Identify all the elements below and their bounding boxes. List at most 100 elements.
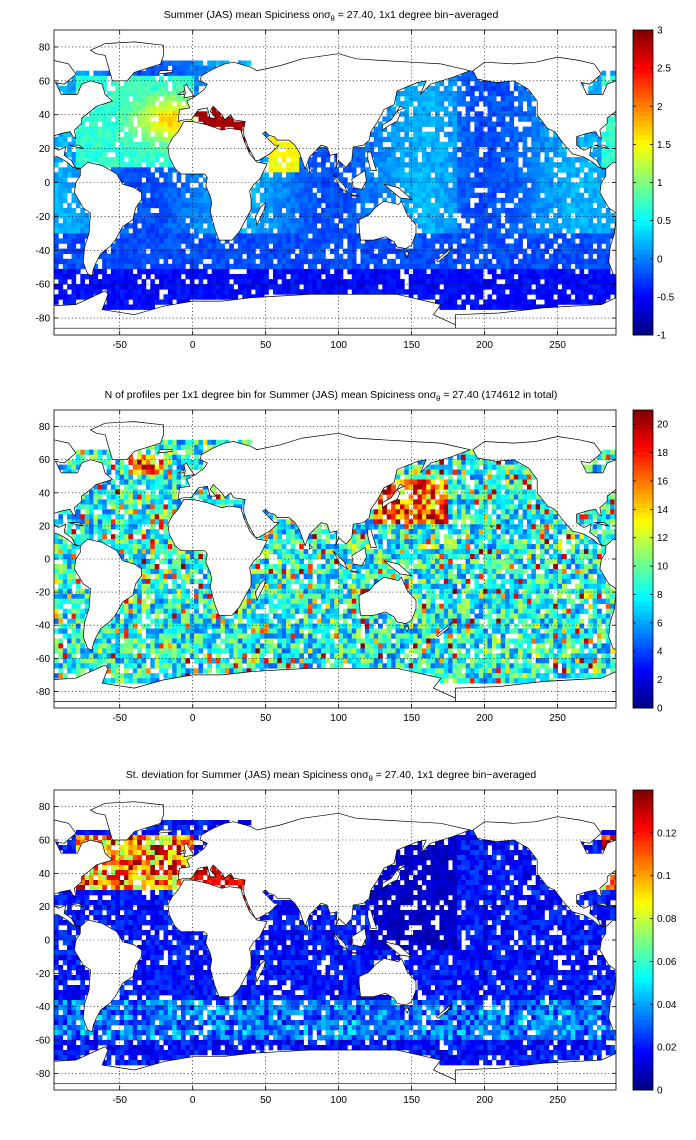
data-cell [408, 284, 414, 290]
data-cell [329, 223, 335, 229]
data-cell [426, 514, 431, 520]
data-cell [448, 499, 453, 505]
data-cell [400, 248, 405, 254]
data-cell [316, 182, 322, 188]
data-cell [605, 509, 611, 515]
data-cell [351, 218, 357, 224]
data-cell [448, 75, 453, 82]
data-cell [264, 177, 269, 183]
data-cell [102, 304, 107, 310]
data-cell [601, 284, 607, 290]
data-cell [299, 172, 304, 178]
data-cell [224, 258, 230, 265]
data-cell [75, 238, 81, 244]
data-cell [150, 162, 155, 168]
data-cell [154, 218, 160, 224]
data-cell [194, 294, 199, 300]
data-cell [496, 514, 501, 520]
data-cell [496, 294, 501, 300]
data-cell [185, 65, 191, 71]
data-cell [500, 141, 506, 148]
data-cell [535, 218, 541, 224]
data-cell [115, 136, 120, 143]
data-cell [102, 529, 107, 535]
data-cell [435, 474, 440, 480]
data-cell [583, 238, 589, 244]
data-cell [443, 289, 449, 295]
data-cell [566, 167, 572, 173]
data-cell [605, 157, 611, 163]
data-cell [461, 75, 466, 82]
data-cell [540, 126, 545, 132]
data-cell [421, 489, 427, 495]
data-cell [360, 529, 366, 535]
data-cell [146, 289, 151, 295]
data-cell [456, 162, 462, 168]
data-cell [268, 182, 274, 188]
data-cell [176, 101, 182, 107]
data-cell [400, 253, 405, 260]
data-cell [531, 96, 536, 102]
data-cell [395, 101, 401, 107]
data-cell [579, 141, 585, 148]
data-cell [360, 146, 366, 153]
data-cell [470, 162, 475, 168]
data-cell [470, 141, 475, 148]
data-cell [531, 514, 536, 520]
data-cell [579, 284, 585, 290]
data-cell [601, 274, 607, 280]
data-cell [277, 177, 282, 183]
data-cell [246, 524, 252, 530]
data-cell [242, 248, 247, 254]
data-cell [329, 248, 335, 254]
data-cell [308, 279, 313, 285]
data-cell [483, 514, 488, 520]
data-cell [281, 243, 287, 249]
data-cell [316, 218, 322, 224]
data-cell [404, 172, 409, 178]
data-cell [470, 243, 475, 249]
data-cell [189, 223, 195, 229]
data-cell [251, 238, 256, 244]
data-cell [172, 494, 177, 500]
data-cell [527, 484, 532, 490]
data-cell [583, 162, 589, 168]
data-cell [461, 304, 466, 310]
data-cell [132, 70, 138, 77]
data-cell [163, 459, 169, 465]
data-cell [465, 504, 471, 510]
data-cell [273, 268, 278, 275]
data-cell [373, 162, 379, 168]
data-cell [531, 141, 536, 148]
data-cell [80, 228, 85, 234]
data-cell [509, 101, 515, 107]
data-cell [500, 243, 506, 249]
data-cell [557, 524, 563, 530]
data-cell [150, 75, 155, 82]
data-cell [224, 494, 230, 500]
data-cell [150, 187, 155, 193]
data-cell [150, 136, 155, 143]
data-cell [522, 111, 528, 117]
data-cell [478, 96, 484, 102]
data-cell [294, 157, 300, 163]
data-cell [465, 167, 471, 173]
data-cell [163, 238, 169, 244]
y-tick-label: 80 [39, 42, 51, 53]
data-cell [531, 529, 536, 535]
data-cell [343, 182, 348, 188]
data-cell [356, 187, 361, 193]
data-cell [58, 177, 64, 183]
data-cell [531, 207, 536, 214]
data-cell [496, 177, 501, 183]
data-cell [325, 223, 331, 229]
data-cell [141, 474, 147, 480]
data-cell [268, 187, 274, 193]
data-cell [522, 192, 528, 199]
data-cell [97, 534, 103, 540]
data-cell [588, 136, 593, 143]
data-cell [491, 238, 497, 244]
data-cell [487, 514, 493, 520]
data-cell [500, 146, 506, 153]
data-cell [527, 228, 532, 234]
